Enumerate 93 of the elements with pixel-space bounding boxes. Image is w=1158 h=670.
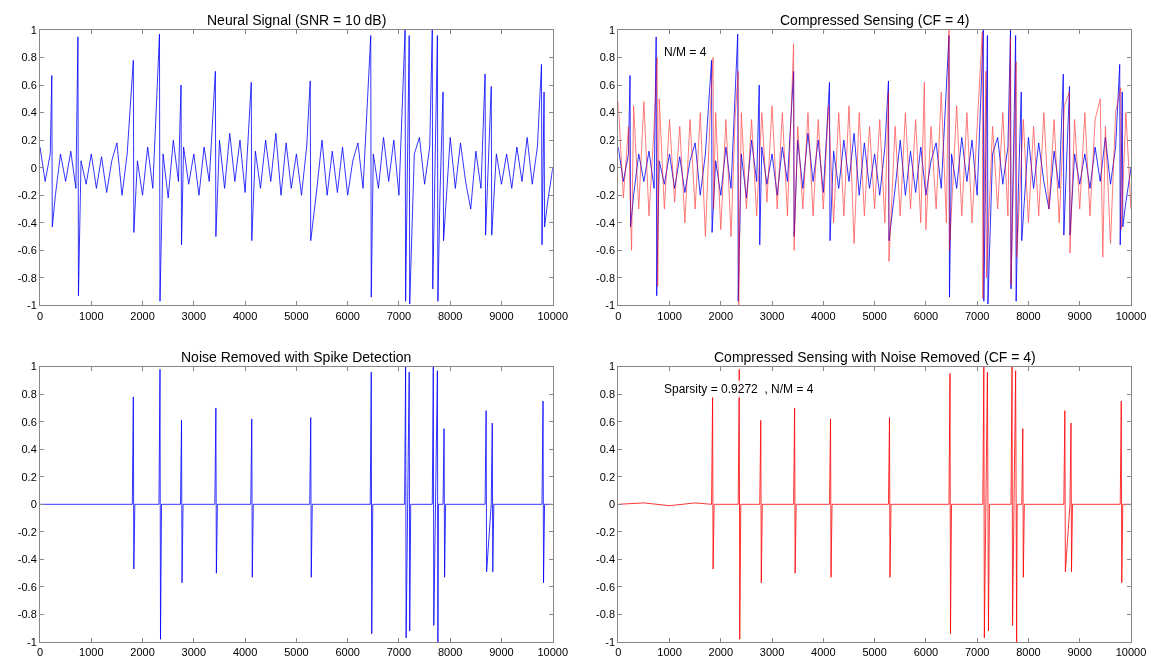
x-tick-label: 4000 (811, 309, 836, 322)
y-tick-label: -1 (27, 299, 37, 312)
x-tick-label: 6000 (913, 309, 939, 322)
y-tick-label: -0.8 (596, 608, 616, 621)
y-tick-label: 0.8 (599, 51, 616, 64)
y-tick-label: 0 (608, 161, 616, 174)
chart-title: Noise Removed with Spike Detection (181, 349, 412, 365)
y-tick-label: -0.2 (596, 525, 616, 538)
x-tick-label: 4000 (232, 646, 258, 659)
y-tick-label: 0.4 (21, 106, 37, 119)
x-tick-label: 2000 (130, 646, 155, 659)
x-tick-label: 10000 (1115, 646, 1147, 659)
chart-title: Compressed Sensing (CF = 4) (780, 12, 970, 28)
x-tick-label: 3000 (181, 309, 207, 322)
x-tick-label: 2000 (130, 309, 155, 322)
y-tick-label: -0.2 (17, 189, 37, 202)
y-tick-label: -0.4 (17, 553, 37, 566)
x-tick-label: 5000 (862, 309, 887, 322)
y-tick-label: 0.2 (21, 134, 37, 147)
chart-title: Compressed Sensing with Noise Removed (CF = 4) (714, 349, 1036, 365)
y-tick-label: -1 (27, 635, 37, 648)
y-tick-label: -0.6 (596, 244, 616, 257)
y-tick-label: -0.4 (596, 553, 616, 566)
x-tick-label: 4000 (232, 309, 258, 322)
x-tick-label: 2000 (708, 646, 734, 659)
x-tick-label: 2000 (708, 309, 734, 322)
y-tick-label: 0 (30, 161, 37, 174)
y-tick-label: 0.8 (21, 387, 37, 400)
line-series (618, 366, 1131, 642)
y-tick-label: 0.4 (599, 443, 616, 456)
line-series (40, 30, 553, 305)
x-tick-label: 1000 (79, 309, 104, 322)
annotation: N/M = 4 (664, 45, 707, 59)
y-tick-label: 0.6 (599, 415, 616, 428)
x-tick-label: 9000 (489, 309, 514, 322)
y-tick-label: -0.6 (17, 580, 37, 593)
y-tick-label: 0.2 (21, 470, 37, 483)
y-tick-label: 0 (608, 498, 616, 511)
x-tick-label: 5000 (284, 309, 309, 322)
x-tick-label: 8000 (437, 309, 463, 322)
y-tick-label: 0.4 (599, 106, 616, 119)
x-tick-label: 1000 (79, 646, 104, 659)
y-tick-label: 0.6 (21, 415, 37, 428)
x-tick-label: 7000 (386, 309, 412, 322)
y-tick-label: -0.2 (17, 525, 37, 538)
y-tick-label: 1 (30, 23, 37, 36)
y-tick-label: -0.6 (17, 244, 37, 257)
x-tick-label: 7000 (964, 309, 990, 322)
x-tick-label: 1000 (657, 646, 682, 659)
x-tick-label: 5000 (284, 646, 309, 659)
y-tick-label: -0.6 (596, 580, 616, 593)
y-tick-label: 0.4 (21, 443, 37, 456)
y-tick-label: -0.8 (17, 608, 37, 621)
y-tick-label: 0.2 (599, 470, 616, 483)
x-tick-label: 1000 (657, 309, 682, 322)
x-tick-label: 3000 (759, 646, 785, 659)
x-tick-label: 9000 (1067, 646, 1092, 659)
x-tick-label: 8000 (1016, 309, 1041, 322)
y-tick-label: -0.4 (17, 216, 37, 229)
y-tick-label: 1 (608, 360, 616, 373)
y-tick-label: -1 (605, 299, 616, 312)
x-tick-label: 9000 (489, 646, 514, 659)
x-tick-label: 7000 (386, 646, 412, 659)
y-tick-label: 0 (30, 498, 37, 511)
x-tick-label: 8000 (1016, 646, 1041, 659)
y-tick-label: -0.2 (596, 189, 616, 202)
y-tick-label: 0.6 (599, 78, 616, 91)
y-tick-label: 0.8 (21, 51, 37, 64)
y-tick-label: 0.6 (21, 78, 37, 91)
y-tick-label: -0.8 (17, 271, 37, 284)
x-tick-label: 10000 (1115, 309, 1147, 322)
x-tick-label: 7000 (964, 646, 990, 659)
x-tick-label: 10000 (537, 646, 569, 659)
y-tick-label: 0.2 (599, 134, 616, 147)
y-tick-label: -0.8 (596, 271, 616, 284)
x-tick-label: 4000 (811, 646, 836, 659)
x-tick-label: 6000 (335, 646, 360, 659)
line-series (40, 366, 553, 642)
x-tick-label: 9000 (1067, 309, 1092, 322)
x-tick-label: 8000 (437, 646, 463, 659)
y-tick-label: -1 (605, 635, 616, 648)
chart-title: Neural Signal (SNR = 10 dB) (207, 12, 387, 28)
y-tick-label: 1 (608, 23, 616, 36)
x-tick-label: 6000 (913, 646, 939, 659)
annotation: Sparsity = 0.9272 , N/M = 4 (664, 382, 814, 396)
x-tick-label: 3000 (759, 309, 785, 322)
y-tick-label: 0.8 (599, 387, 616, 400)
y-tick-label: 1 (30, 360, 37, 373)
x-tick-label: 6000 (335, 309, 360, 322)
x-tick-label: 10000 (537, 309, 569, 322)
x-tick-label: 5000 (862, 646, 887, 659)
y-tick-label: -0.4 (596, 216, 616, 229)
x-tick-label: 3000 (181, 646, 207, 659)
